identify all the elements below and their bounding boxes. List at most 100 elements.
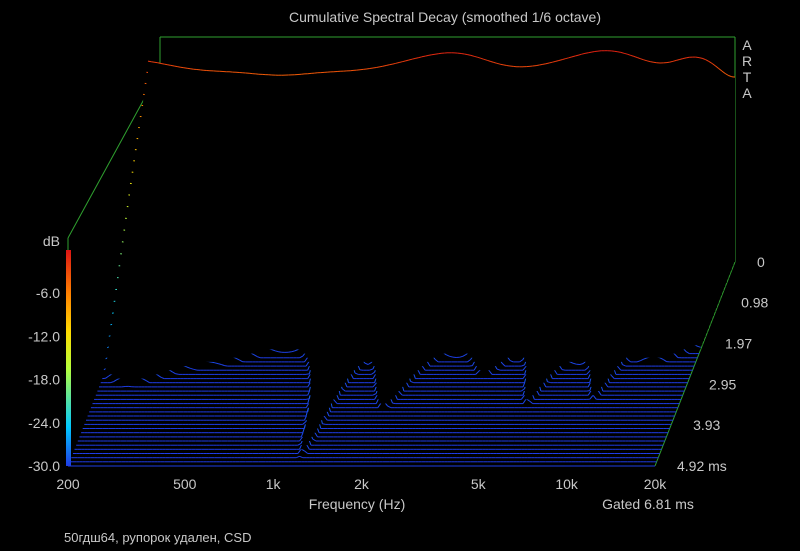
slice-segment	[617, 365, 622, 371]
slice-segment	[333, 399, 338, 404]
frame-right-diagonal	[654, 261, 736, 467]
slice-segment	[522, 398, 527, 404]
slice-segment	[610, 374, 615, 379]
slice-segment	[296, 455, 300, 459]
slice-segment	[299, 436, 304, 442]
slice-segment	[372, 382, 377, 388]
slice-segment	[377, 402, 382, 408]
slice-segment	[211, 361, 215, 364]
slice-segment	[496, 368, 501, 371]
slice-segment	[522, 373, 527, 379]
slice-segment	[172, 371, 176, 375]
slice-mask	[81, 414, 669, 433]
slice-segment	[501, 362, 506, 367]
slice-segment	[640, 358, 644, 362]
slice-segment	[421, 365, 426, 371]
slice-segment	[302, 421, 307, 425]
slice-segment	[190, 367, 194, 370]
slice-segment	[398, 391, 403, 396]
slice-segment	[113, 379, 118, 383]
slice-segment	[299, 455, 303, 459]
slice-segment	[592, 394, 597, 400]
slice-segment	[304, 450, 309, 454]
slice-segment	[274, 350, 279, 353]
slice-segment	[573, 362, 577, 365]
slice-mask	[82, 407, 670, 429]
slice-mask	[79, 421, 667, 437]
slice-segment	[110, 381, 114, 384]
slice-segment	[193, 368, 198, 371]
slice-segment	[323, 415, 328, 421]
slice-segment	[291, 350, 295, 353]
slice-segment	[305, 398, 310, 400]
slice-segment	[157, 374, 162, 378]
slice-segment	[446, 354, 450, 357]
slice-segment	[475, 370, 480, 375]
slice-segment	[488, 369, 493, 375]
slice-segment	[586, 390, 590, 392]
slice-segment	[529, 400, 534, 404]
slice-segment	[297, 442, 302, 446]
slice-segment	[305, 373, 310, 375]
slice-segment	[364, 362, 369, 365]
decay-slices	[68, 50, 736, 467]
slice-segment	[217, 363, 222, 365]
slice-segment	[589, 394, 594, 400]
slice-segment	[586, 370, 591, 375]
slice-segment	[622, 364, 626, 367]
slice-segment	[146, 380, 150, 384]
slice-segment	[224, 365, 228, 367]
slice-segment	[175, 373, 179, 375]
slice-segment	[271, 349, 276, 352]
slice-segment	[509, 359, 514, 363]
slice-segment	[434, 358, 439, 363]
slice-mask	[77, 428, 665, 442]
slice-segment	[105, 375, 110, 379]
slice-segment	[278, 351, 282, 353]
slice-segment	[674, 353, 679, 358]
slice-segment	[312, 438, 317, 442]
slice-segment	[467, 359, 472, 363]
slice-segment	[392, 402, 396, 405]
slice-segment	[521, 364, 525, 367]
slice-segment	[288, 351, 292, 353]
slice-segment	[547, 381, 551, 384]
slice-segment	[462, 354, 467, 357]
slice-segment	[372, 393, 377, 396]
slice-segment	[299, 355, 304, 359]
slice-segment	[604, 381, 609, 388]
slice-mask	[84, 400, 672, 425]
slice-segment	[322, 423, 326, 425]
slice-segment	[519, 359, 524, 363]
slice-segment	[449, 355, 454, 358]
slice-segment	[626, 358, 631, 363]
slice-segment	[297, 448, 302, 454]
slice-segment	[369, 368, 374, 371]
slice-segment	[410, 380, 414, 384]
slice-segment	[239, 359, 243, 363]
slice-segment	[253, 354, 258, 358]
slice-segment	[459, 355, 463, 358]
slice-segment	[221, 364, 225, 367]
slice-segment	[387, 405, 392, 409]
db-color-bar	[66, 250, 71, 466]
slice-segment	[354, 372, 359, 375]
slice-segment	[341, 388, 346, 392]
slice-segment	[579, 363, 584, 365]
slice-segment	[584, 367, 589, 371]
slice-segment	[469, 365, 473, 367]
slice-segment	[520, 394, 525, 400]
slice-segment	[562, 369, 566, 371]
slice-segment	[186, 366, 191, 369]
slice-segment	[304, 357, 309, 363]
slice-segment	[214, 362, 219, 365]
slice-segment	[160, 376, 165, 380]
slice-segment	[597, 390, 602, 396]
slice-segment	[662, 358, 667, 363]
slice-segment	[659, 357, 664, 360]
slice-segment	[520, 388, 525, 392]
chart-title: Cumulative Spectral Decay (smoothed 1/6 …	[289, 9, 601, 25]
slice-segment	[522, 365, 527, 371]
slice-segment	[142, 378, 147, 382]
